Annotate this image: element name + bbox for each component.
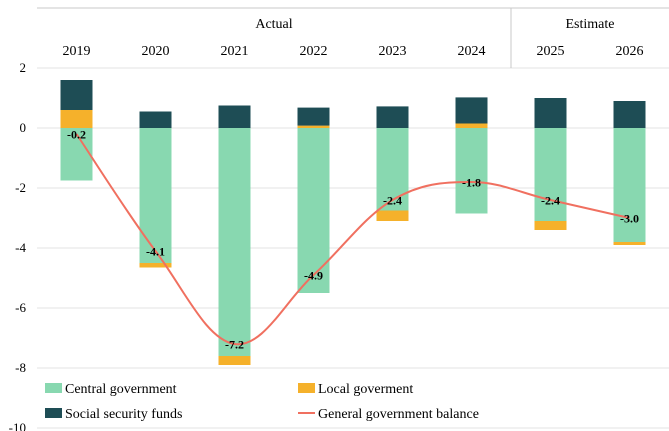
balance-line <box>75 133 630 346</box>
legend-background <box>40 375 540 425</box>
group-label: Estimate <box>566 17 615 32</box>
category-label: 2025 <box>537 44 565 59</box>
bar-social-security-funds <box>139 111 172 128</box>
data-labels: -0.2 -4.1 -7.2 -4.9 -2.4 -1.8 -2.4 -3.0 <box>67 128 639 352</box>
bar-social-security-funds <box>534 98 567 128</box>
category-label: 2022 <box>300 44 328 59</box>
y-tick-label: -2 <box>15 180 26 195</box>
balance-line-path <box>75 133 630 346</box>
y-axis: 2 0 -2 -4 -6 -8 -10 <box>9 60 27 431</box>
bar-central-government <box>218 128 251 356</box>
category-label: 2023 <box>379 44 407 59</box>
y-tick-label: 2 <box>20 60 27 75</box>
legend-label: General government balance <box>318 407 479 422</box>
legend-swatch <box>298 383 315 393</box>
bar-local-goverment <box>139 263 172 268</box>
bar-social-security-funds <box>218 105 251 128</box>
bar-local-goverment <box>60 110 93 128</box>
category-label: 2024 <box>458 44 486 59</box>
y-tick-label: -6 <box>15 300 26 315</box>
balance-data-label: -0.2 <box>67 128 86 142</box>
bar-central-government <box>60 128 93 181</box>
bar-local-goverment <box>297 125 330 128</box>
bar-local-goverment <box>376 210 409 221</box>
category-label: 2020 <box>142 44 170 59</box>
bar-social-security-funds <box>613 101 646 128</box>
balance-data-label: -3.0 <box>620 212 639 226</box>
bar-social-security-funds <box>455 97 488 124</box>
legend-swatch <box>45 383 62 393</box>
gridlines <box>37 67 669 429</box>
bars <box>60 80 646 365</box>
balance-data-label: -7.2 <box>225 338 244 352</box>
bar-central-government <box>455 128 488 214</box>
bar-social-security-funds <box>60 80 93 110</box>
y-tick-label: -4 <box>15 240 26 255</box>
balance-data-label: -4.1 <box>146 245 165 259</box>
legend-label: Social security funds <box>65 407 182 422</box>
legend: Central government Local goverment Social … <box>40 375 540 425</box>
balance-data-label: -4.9 <box>304 269 323 283</box>
bar-social-security-funds <box>376 106 409 128</box>
balance-data-label: -2.4 <box>383 194 402 208</box>
y-tick-label: -8 <box>15 360 26 375</box>
bar-local-goverment <box>218 356 251 365</box>
bar-local-goverment <box>613 242 646 245</box>
bar-social-security-funds <box>297 107 330 126</box>
legend-label: Central government <box>65 382 177 397</box>
group-label: Actual <box>255 17 292 32</box>
balance-data-label: -1.8 <box>462 176 481 190</box>
category-header: Actual Estimate 2019 2020 2021 2022 2023 2024 20… <box>37 7 669 68</box>
balance-data-label: -2.4 <box>541 194 560 208</box>
category-label: 2021 <box>221 44 249 59</box>
category-label: 2026 <box>616 44 644 59</box>
bar-central-government <box>376 128 409 211</box>
bar-central-government <box>534 128 567 221</box>
bar-central-government <box>613 128 646 242</box>
legend-swatch <box>45 408 62 418</box>
category-label: 2019 <box>63 44 91 59</box>
bar-local-goverment <box>455 123 488 128</box>
y-tick-label: -10 <box>9 420 26 431</box>
bar-local-goverment <box>534 221 567 230</box>
legend-label: Local goverment <box>318 382 413 397</box>
y-tick-label: 0 <box>20 120 27 135</box>
bar-central-government <box>139 128 172 263</box>
